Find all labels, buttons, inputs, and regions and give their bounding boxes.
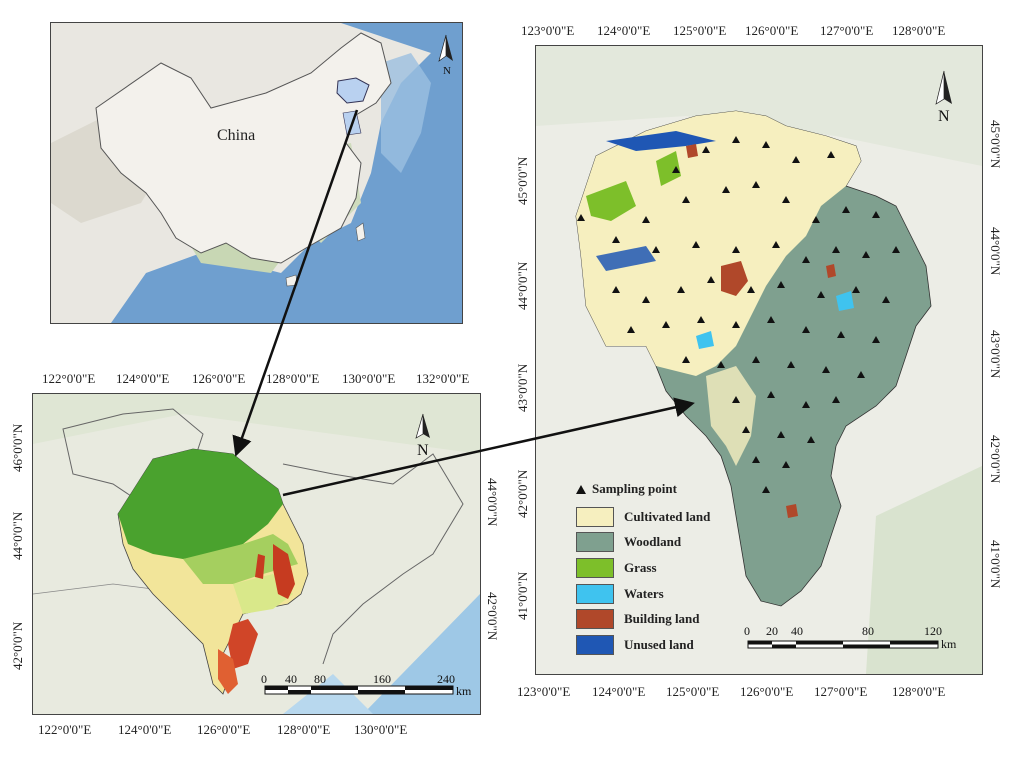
cultivated-swatch	[576, 507, 614, 527]
tick-label: 122°0'0"E	[38, 722, 92, 737]
tick-label: 46°0'0"N	[10, 423, 25, 472]
tick-label: 126°0'0"E	[745, 23, 799, 38]
tick-label: 130°0'0"E	[354, 722, 408, 737]
legend-item-label: Building land	[624, 611, 700, 626]
legend-item-building: Building land	[576, 609, 700, 629]
legend-item-woodland: Woodland	[576, 532, 681, 552]
right-detail-map: N Sampling point Cultivated land Woodlan…	[535, 45, 983, 675]
tick-label: 124°0'0"E	[116, 371, 170, 386]
tick-label: 130°0'0"E	[342, 371, 396, 386]
right-scale-40: 40	[791, 624, 803, 638]
tick-label: 44°0'0"N	[485, 478, 500, 527]
tick-label: 132°0'0"E	[416, 371, 470, 386]
tick-label: 45°0'0"N	[988, 120, 1003, 169]
right-scale-unit: km	[941, 637, 957, 651]
legend-item-label: Unused land	[624, 637, 694, 652]
legend-item-label: Grass	[624, 560, 657, 575]
tick-label: 123°0'0"E	[521, 23, 575, 38]
tick-label: 43°0'0"N	[988, 330, 1003, 379]
china-label: China	[217, 127, 256, 144]
tick-label: 45°0'0"N	[515, 156, 530, 205]
right-scale-120: 120	[924, 624, 942, 638]
tick-label: 126°0'0"E	[192, 371, 246, 386]
tick-label: 123°0'0"E	[517, 684, 571, 699]
left-province-map: N 0 40 80 160 240 km	[32, 393, 481, 715]
tick-label: 126°0'0"E	[197, 722, 251, 737]
right-scale-0: 0	[744, 624, 750, 638]
tick-label: 42°0'0"N	[10, 621, 25, 670]
right-map-graphic	[536, 46, 982, 674]
legend-item-grass: Grass	[576, 558, 657, 578]
tick-label: 124°0'0"E	[592, 684, 646, 699]
left-scale-0: 0	[261, 672, 267, 686]
waters-swatch	[576, 584, 614, 604]
left-scale-240: 240	[437, 672, 455, 686]
tick-label: 128°0'0"E	[266, 371, 320, 386]
china-north-arrow-icon	[438, 34, 453, 62]
legend-sampling-label: Sampling point	[592, 481, 677, 496]
unused-swatch	[576, 635, 614, 655]
tick-label: 41°0'0"N	[515, 571, 530, 620]
legend-item-label: Woodland	[624, 534, 682, 549]
left-scale-40: 40	[285, 672, 297, 686]
tick-label: 128°0'0"E	[892, 684, 946, 699]
legend-item-label: Cultivated land	[624, 509, 711, 524]
legend-sampling-point: Sampling point	[576, 481, 677, 497]
left-scale-80: 80	[314, 672, 326, 686]
triangle-icon	[576, 484, 586, 494]
right-north-label: N	[938, 108, 950, 125]
legend-item-cultivated: Cultivated land	[576, 507, 710, 527]
tick-label: 43°0'0"N	[515, 363, 530, 412]
left-map-graphic	[33, 394, 480, 714]
right-scale-80: 80	[862, 624, 874, 638]
left-scale-bar	[264, 685, 454, 695]
grass-swatch	[576, 558, 614, 578]
tick-label: 126°0'0"E	[740, 684, 794, 699]
china-north-label: N	[443, 65, 451, 77]
china-map-graphic	[51, 23, 462, 323]
tick-label: 44°0'0"N	[10, 511, 25, 560]
woodland-swatch	[576, 532, 614, 552]
tick-label: 128°0'0"E	[892, 23, 946, 38]
tick-label: 44°0'0"N	[988, 227, 1003, 276]
sampling-points	[577, 136, 900, 493]
right-north-arrow-icon	[935, 70, 952, 105]
tick-label: 127°0'0"E	[814, 684, 868, 699]
tick-label: 41°0'0"N	[988, 540, 1003, 589]
tick-label: 128°0'0"E	[277, 722, 331, 737]
tick-label: 122°0'0"E	[42, 371, 96, 386]
tick-label: 125°0'0"E	[673, 23, 727, 38]
tick-label: 127°0'0"E	[820, 23, 874, 38]
tick-label: 42°0'0"N	[485, 592, 500, 641]
legend: Sampling point Cultivated land Woodland …	[576, 481, 746, 655]
left-north-label: N	[417, 442, 429, 459]
tick-label: 44°0'0"N	[515, 261, 530, 310]
china-overview-map: China N	[50, 22, 463, 324]
tick-label: 42°0'0"N	[988, 435, 1003, 484]
right-scale-bar	[747, 640, 939, 649]
tick-label: 42°0'0"N	[515, 469, 530, 518]
building-swatch	[576, 609, 614, 629]
tick-label: 124°0'0"E	[118, 722, 172, 737]
right-scale-20: 20	[766, 624, 778, 638]
legend-item-waters: Waters	[576, 584, 664, 604]
left-scale-160: 160	[373, 672, 391, 686]
left-scale-unit: km	[456, 684, 472, 698]
tick-label: 125°0'0"E	[666, 684, 720, 699]
tick-label: 124°0'0"E	[597, 23, 651, 38]
legend-item-label: Waters	[624, 586, 664, 601]
legend-item-unused: Unused land	[576, 635, 694, 655]
